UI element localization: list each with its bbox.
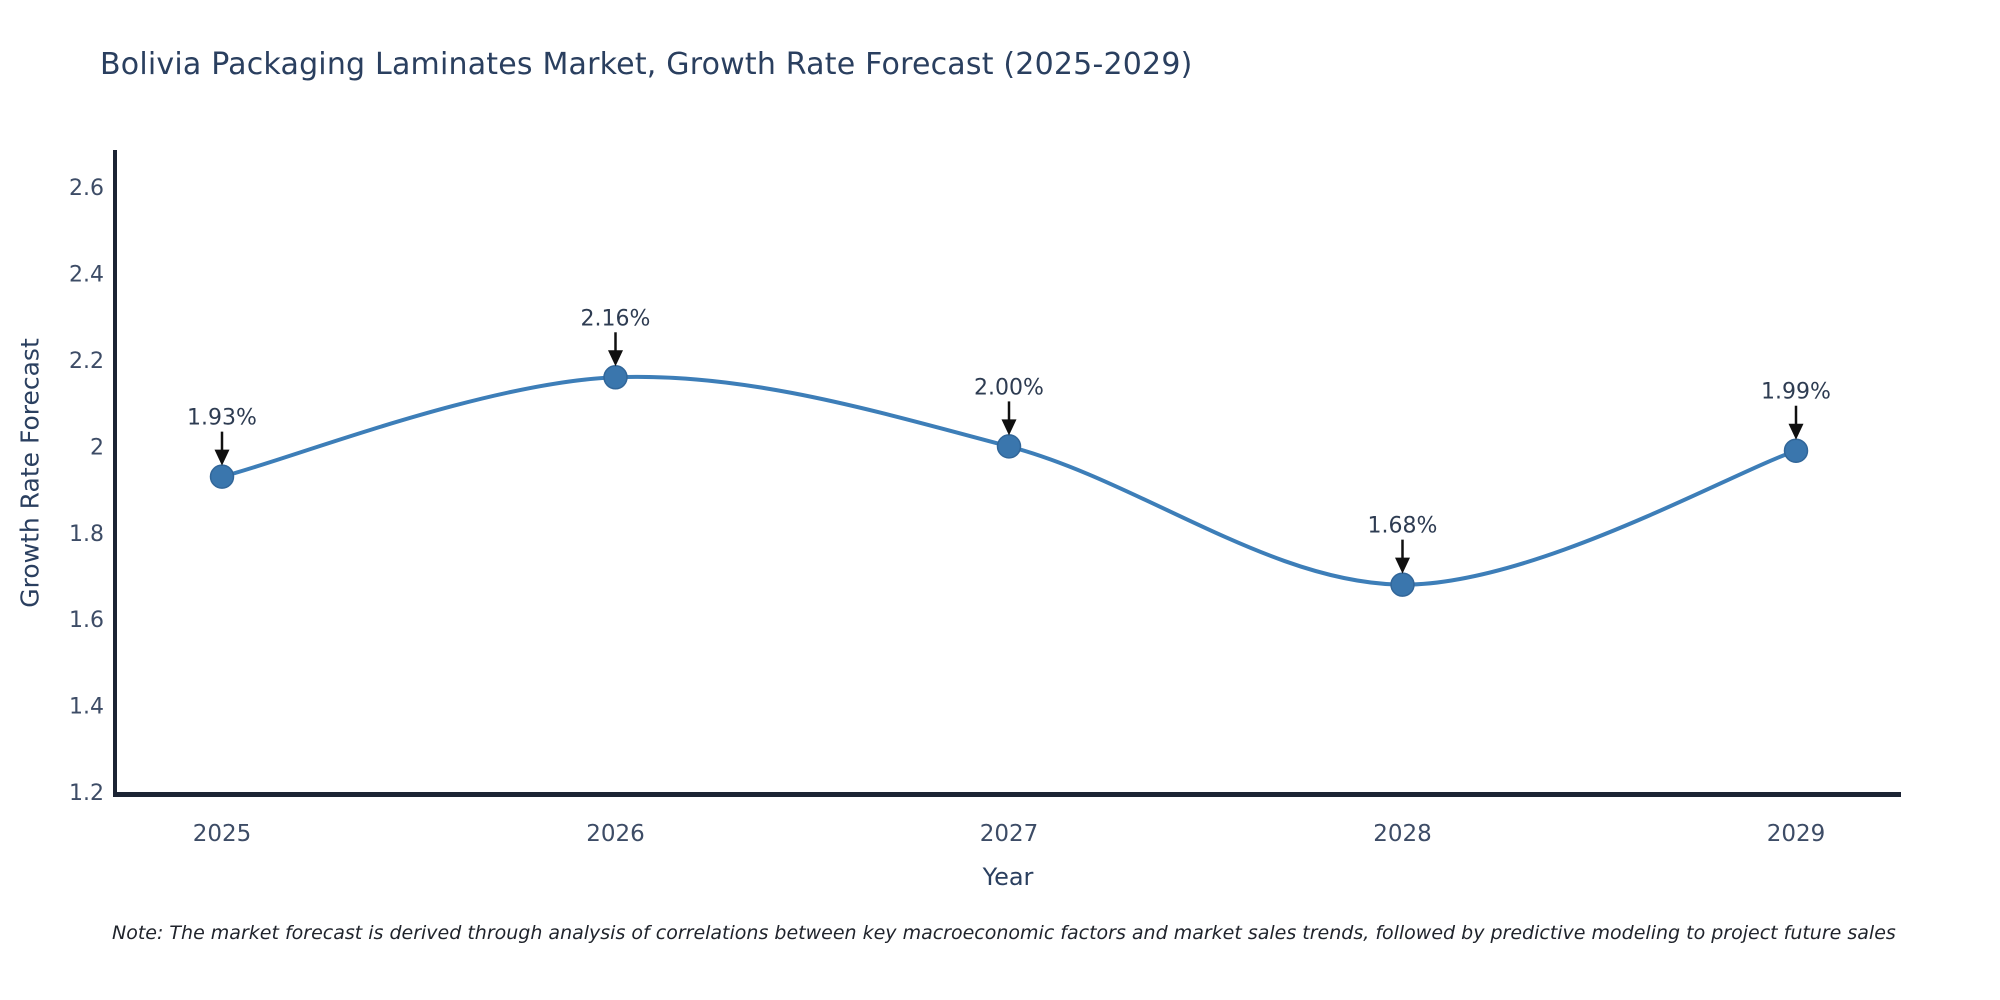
data-point-marker-2025 xyxy=(209,464,235,489)
y-axis-title: Growth Rate Forecast xyxy=(15,338,45,608)
annotation-arrow-head-icon xyxy=(1395,557,1410,574)
y-tick-label: 1.6 xyxy=(69,608,104,633)
annotation-arrow-head-icon xyxy=(1001,419,1017,436)
point-value-label: 1.99% xyxy=(1761,380,1831,405)
x-tick-label: 2029 xyxy=(1767,821,1826,847)
point-value-label: 2.00% xyxy=(974,375,1044,400)
annotation-arrow-head-icon xyxy=(608,350,623,367)
data-point-marker-2026 xyxy=(603,365,628,390)
y-tick-label: 2.4 xyxy=(69,263,104,288)
data-point-marker-2028 xyxy=(1390,572,1415,597)
footnote: Note: The market forecast is derived thr… xyxy=(112,922,1896,944)
y-tick-label: 1.8 xyxy=(69,522,104,547)
x-tick-label: 2027 xyxy=(980,821,1039,847)
y-tick-label: 2 xyxy=(90,435,104,460)
y-tick-label: 2.6 xyxy=(69,176,104,201)
point-value-label: 2.16% xyxy=(581,306,651,331)
y-tick-label: 1.4 xyxy=(69,695,104,720)
x-tick-label: 2025 xyxy=(193,821,252,847)
y-tick-label: 2.2 xyxy=(69,349,104,374)
data-point-marker-2027 xyxy=(996,434,1022,459)
annotation-arrow-head-icon xyxy=(1788,423,1804,440)
point-value-label: 1.93% xyxy=(187,406,257,431)
chart-title: Bolivia Packaging Laminates Market, Grow… xyxy=(100,47,1193,82)
x-tick-label: 2028 xyxy=(1373,821,1432,847)
x-axis-title: Year xyxy=(982,863,1034,891)
annotation-arrow-head-icon xyxy=(214,449,230,466)
point-value-label: 1.68% xyxy=(1368,514,1438,539)
x-tick-label: 2026 xyxy=(586,821,645,847)
y-tick-label: 1.2 xyxy=(69,781,104,806)
data-point-marker-2029 xyxy=(1783,438,1809,463)
